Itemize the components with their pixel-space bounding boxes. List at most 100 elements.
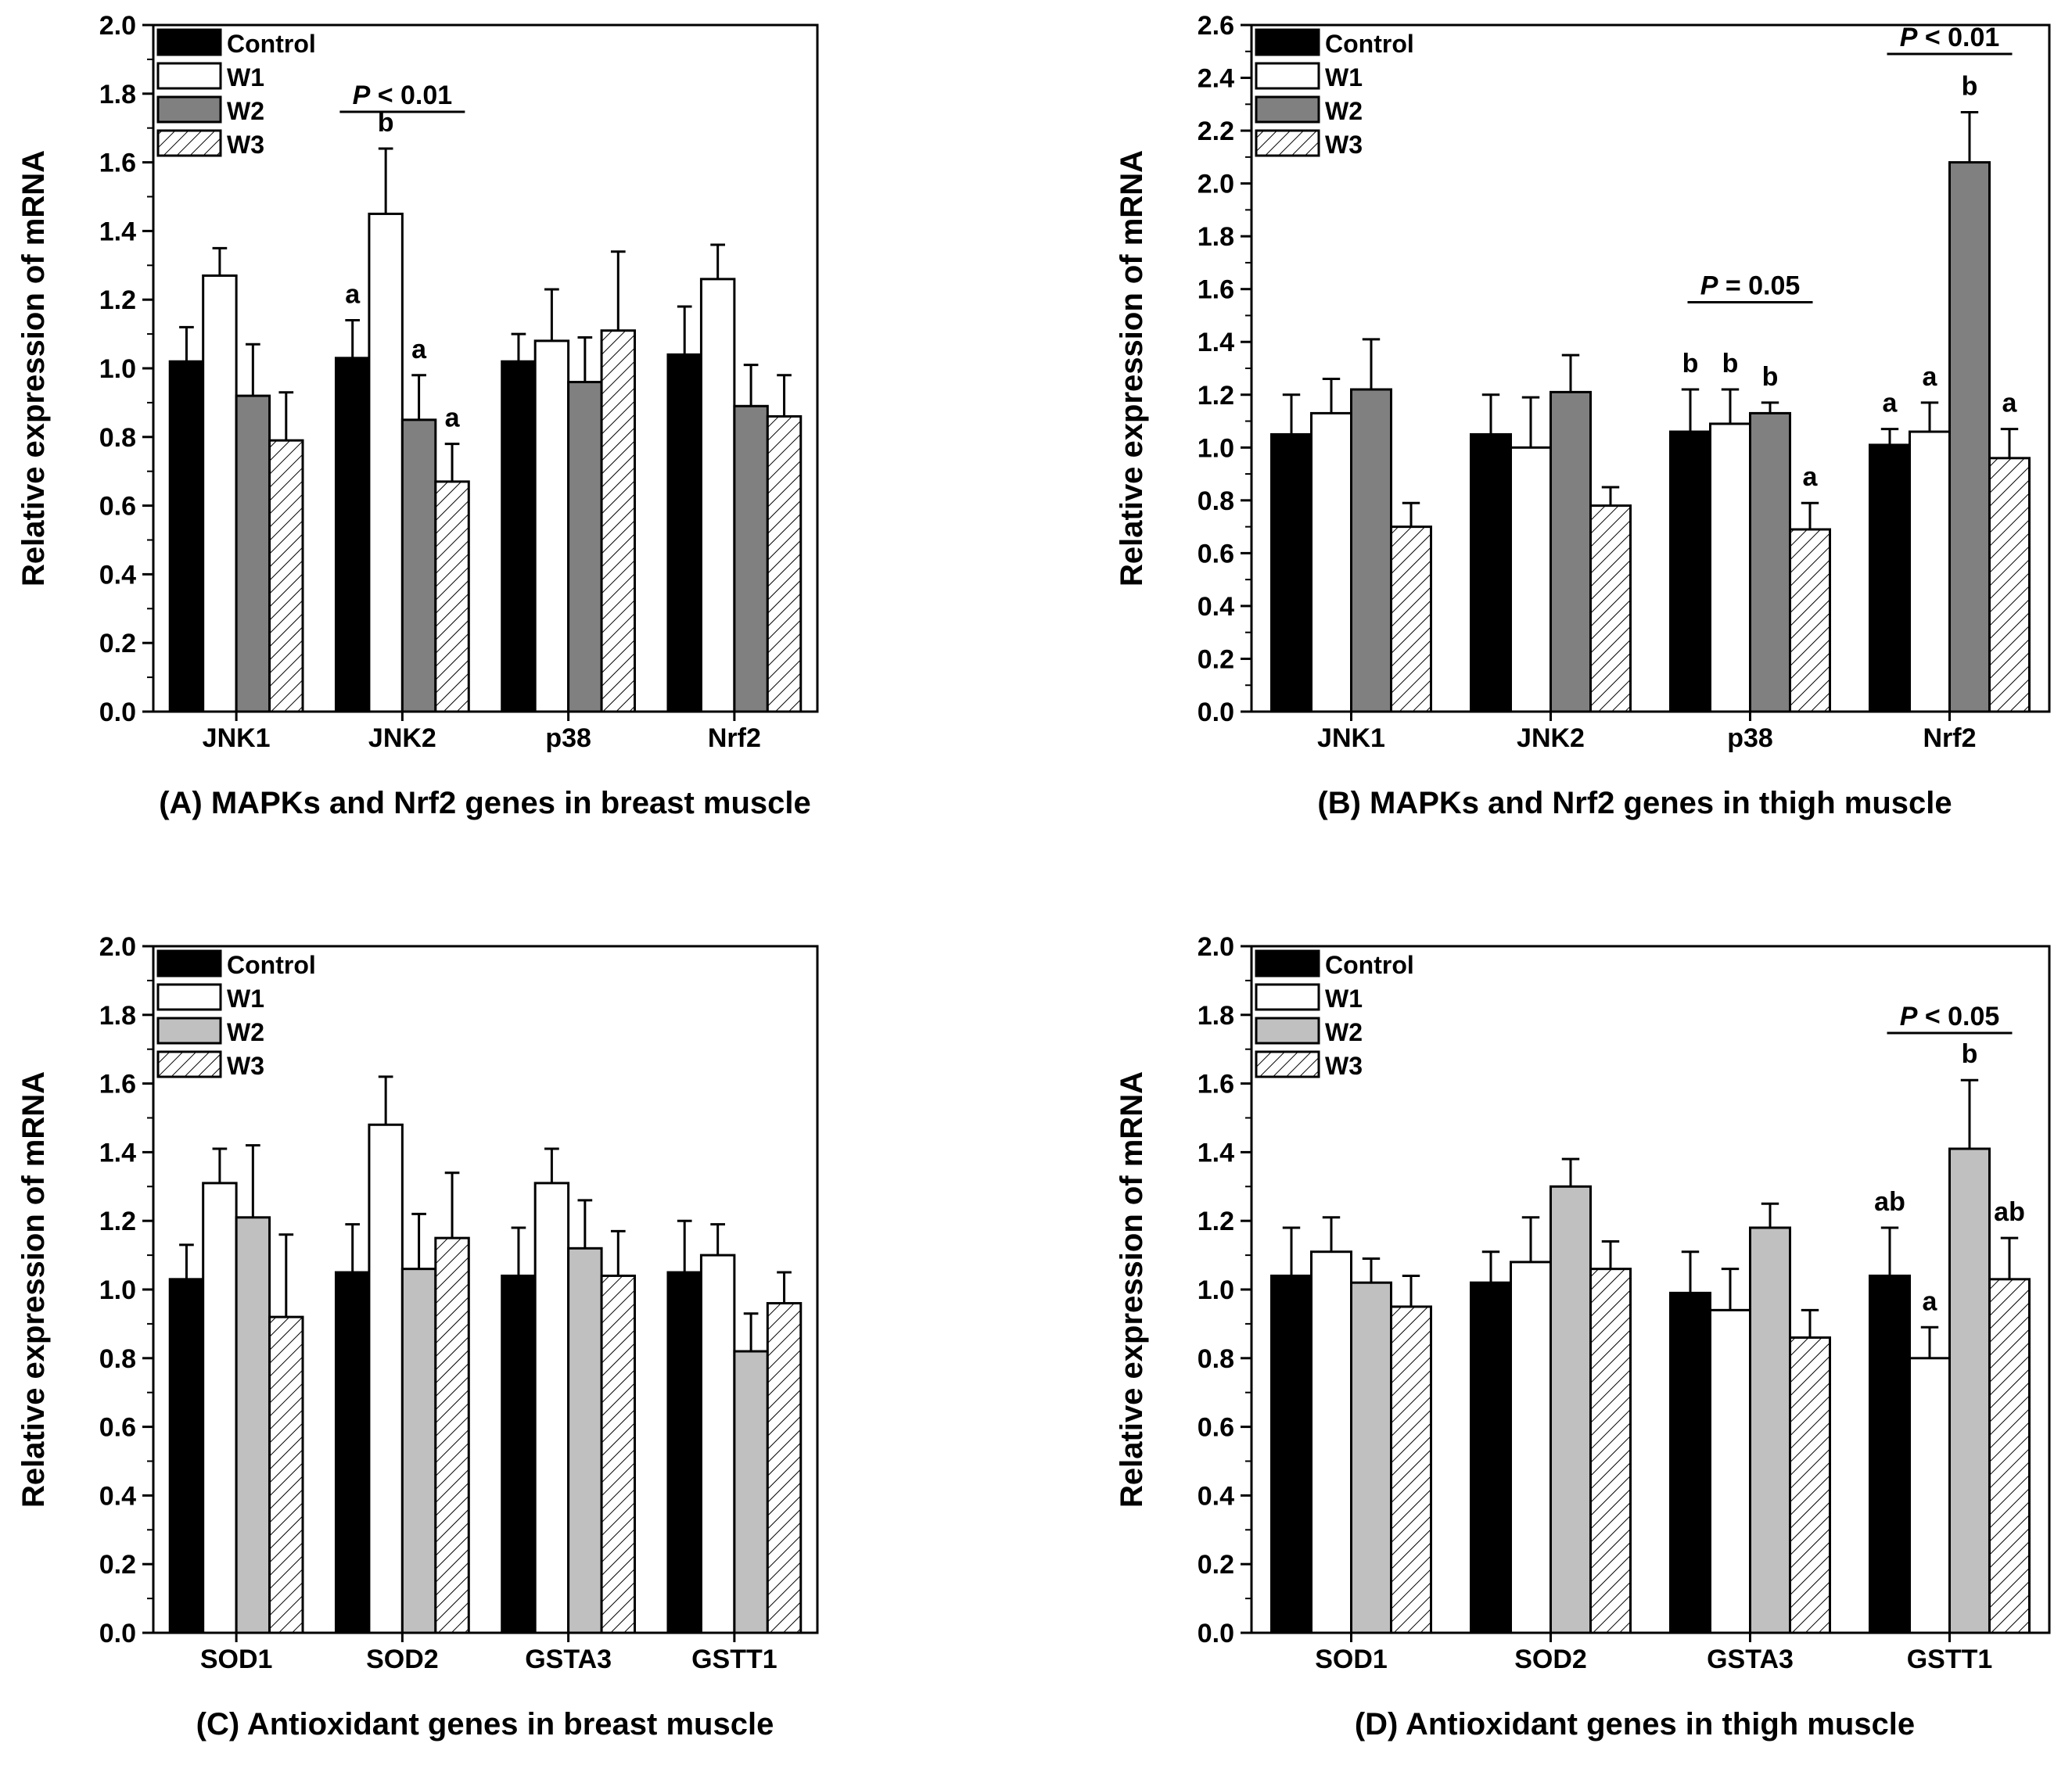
bar-w3-sod2 bbox=[1589, 1268, 1632, 1634]
legend-swatch-w2 bbox=[156, 1017, 222, 1045]
y-tick-label: 0.0 bbox=[1198, 698, 1234, 727]
y-tick-label: 1.8 bbox=[99, 80, 136, 109]
category-label: GSTT1 bbox=[691, 1645, 777, 1674]
significance-letter: b bbox=[1962, 71, 1978, 101]
y-tick-label: 1.4 bbox=[1198, 328, 1234, 357]
bar-w2-sod2 bbox=[400, 1268, 437, 1634]
category-label: GSTA3 bbox=[1707, 1645, 1794, 1674]
bar-w1-nrf2 bbox=[699, 278, 736, 713]
significance-letter: a bbox=[1883, 389, 1898, 418]
bar-w3-gstt1 bbox=[766, 1302, 803, 1634]
bar-w1-gsta3 bbox=[533, 1182, 570, 1634]
bar-w2-sod1 bbox=[235, 1216, 271, 1634]
bar-w2-sod1 bbox=[1350, 1281, 1392, 1634]
y-tick-label: 0.6 bbox=[1198, 539, 1234, 569]
significance-letter: a bbox=[1923, 362, 1938, 392]
y-tick-label: 1.6 bbox=[99, 1070, 136, 1099]
plot-frame bbox=[152, 945, 819, 1634]
legend-label: W2 bbox=[227, 1018, 264, 1046]
legend-swatch-w1 bbox=[1255, 983, 1320, 1011]
legend-label: Control bbox=[1325, 951, 1414, 979]
y-tick-label: 1.0 bbox=[99, 354, 136, 384]
bar-w3-p38 bbox=[600, 329, 637, 713]
significance-letter: a bbox=[1923, 1286, 1938, 1316]
bar-w1-jnk2 bbox=[1510, 446, 1552, 713]
y-tick-label: 0.2 bbox=[1198, 1550, 1234, 1580]
bar-w2-jnk2 bbox=[1550, 390, 1592, 713]
y-axis-title: Relative expression of mRNA bbox=[16, 1071, 51, 1508]
legend-label: W2 bbox=[1325, 97, 1363, 125]
bar-w1-p38 bbox=[1709, 422, 1751, 713]
y-tick-label: 0.2 bbox=[1198, 644, 1234, 674]
y-tick-label: 1.4 bbox=[99, 217, 136, 246]
chart-panel-a: 0.0 0.2 0.4 0.6 0.8 1.0 1.2 1.4 1.6 1.8 2.0 Relativ… bbox=[16, 11, 819, 820]
legend-swatch-w2 bbox=[156, 95, 222, 124]
y-tick-label: 1.2 bbox=[99, 285, 136, 315]
bar-w3-p38 bbox=[1789, 528, 1831, 713]
chart-panel-c: 0.0 0.2 0.4 0.6 0.8 1.0 1.2 1.4 1.6 1.8 2.0 Relativ… bbox=[16, 932, 819, 1742]
significance-letter: a bbox=[345, 280, 361, 310]
bar-w1-sod2 bbox=[368, 1123, 404, 1634]
chart-panel-d: 0.0 0.2 0.4 0.6 0.8 1.0 1.2 1.4 1.6 1.8 2.0 Relativ… bbox=[1115, 932, 2051, 1742]
bar-w2-p38 bbox=[1749, 411, 1791, 713]
panel-caption: (B) MAPKs and Nrf2 genes in thigh muscle bbox=[1317, 786, 1952, 820]
legend-swatch-w1 bbox=[156, 983, 222, 1011]
bar-w3-gsta3 bbox=[600, 1274, 637, 1634]
bar-w3-jnk1 bbox=[268, 439, 304, 713]
category-label: Nrf2 bbox=[1923, 723, 1976, 753]
bar-control-jnk2 bbox=[334, 357, 371, 713]
significance-letter: b bbox=[1762, 362, 1779, 392]
p-value-annotation: P < 0.05 bbox=[1900, 1002, 2000, 1031]
legend-swatch-w3 bbox=[156, 129, 222, 157]
panel-caption: (A) MAPKs and Nrf2 genes in breast muscl… bbox=[159, 786, 811, 820]
legend-swatch-control bbox=[1255, 28, 1320, 56]
legend-label: W1 bbox=[1325, 63, 1363, 91]
category-label: JNK2 bbox=[1517, 723, 1585, 753]
p-value-annotation: P < 0.01 bbox=[1900, 23, 2000, 52]
bar-w1-gstt1 bbox=[699, 1254, 736, 1634]
y-tick-label: 1.2 bbox=[1198, 1207, 1234, 1236]
bar-w3-sod1 bbox=[1390, 1305, 1432, 1634]
bar-w2-jnk1 bbox=[1350, 388, 1392, 713]
significance-letter: ab bbox=[1994, 1197, 2025, 1227]
y-tick-label: 1.0 bbox=[1198, 433, 1234, 463]
bar-control-jnk1 bbox=[1270, 432, 1313, 713]
bar-control-p38 bbox=[501, 360, 537, 713]
plot-frame bbox=[152, 23, 819, 713]
legend-label: W1 bbox=[1325, 985, 1363, 1013]
p-value-annotation: P < 0.01 bbox=[353, 81, 453, 110]
category-label: JNK2 bbox=[368, 723, 436, 753]
legend-label: W1 bbox=[227, 63, 264, 91]
y-tick-label: 0.8 bbox=[1198, 486, 1234, 516]
y-tick-label: 0.2 bbox=[99, 629, 136, 658]
legend-label: Control bbox=[227, 30, 316, 58]
significance-letter: b bbox=[378, 108, 394, 138]
bar-w1-sod1 bbox=[1310, 1250, 1352, 1634]
bar-w1-jnk1 bbox=[202, 274, 238, 713]
y-tick-label: 1.6 bbox=[1198, 1070, 1234, 1099]
y-tick-label: 2.0 bbox=[1198, 170, 1234, 199]
y-tick-label: 0.8 bbox=[99, 423, 136, 453]
bar-w3-sod2 bbox=[434, 1236, 470, 1634]
legend-swatch-control bbox=[156, 949, 222, 977]
y-tick-label: 0.4 bbox=[1198, 1481, 1234, 1511]
bar-control-gstt1 bbox=[1869, 1274, 1911, 1634]
bar-w3-jnk2 bbox=[1589, 504, 1632, 713]
y-tick-label: 1.2 bbox=[1198, 381, 1234, 411]
y-axis-title: Relative expression of mRNA bbox=[1115, 1071, 1149, 1508]
y-tick-label: 0.6 bbox=[1198, 1413, 1234, 1443]
significance-letter: a bbox=[445, 404, 461, 433]
bar-w1-gsta3 bbox=[1709, 1308, 1751, 1634]
bar-control-nrf2 bbox=[666, 353, 702, 713]
bar-w2-gsta3 bbox=[567, 1246, 603, 1634]
bar-control-gsta3 bbox=[1669, 1291, 1711, 1634]
bar-w1-p38 bbox=[533, 339, 570, 713]
bar-control-nrf2 bbox=[1869, 443, 1911, 713]
legend-label: W2 bbox=[1325, 1018, 1363, 1046]
significance-letter: ab bbox=[1874, 1187, 1905, 1217]
significance-letter: a bbox=[1803, 462, 1819, 492]
y-axis-title: Relative expression of mRNA bbox=[1115, 150, 1149, 586]
bar-control-sod1 bbox=[168, 1278, 205, 1634]
panel-caption: (D) Antioxidant genes in thigh muscle bbox=[1355, 1707, 1915, 1742]
legend-label: W3 bbox=[1325, 1052, 1363, 1080]
